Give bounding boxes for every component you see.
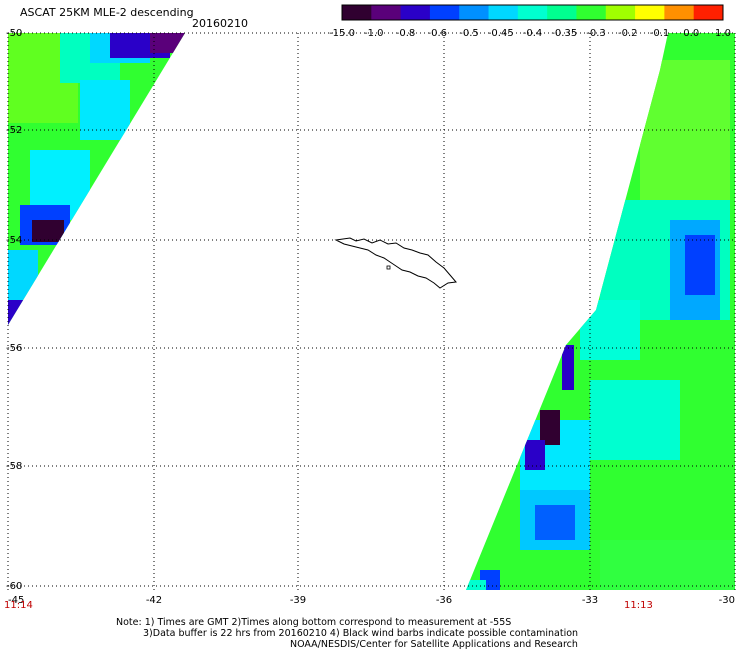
- latitude-labels: -50 -52 -54 -56 -58 -60: [6, 28, 22, 592]
- colorbar-frame: [341, 4, 724, 21]
- colorbar-swatch: [664, 5, 695, 20]
- lon-label: -30: [719, 595, 735, 606]
- colorbar-label: 0.0: [683, 28, 699, 39]
- colorbar-swatch: [547, 5, 577, 20]
- right-swath: [466, 33, 735, 590]
- colorbar-swatch: [459, 5, 490, 20]
- lat-label: -56: [6, 343, 22, 354]
- note-line-3: NOAA/NESDIS/Center for Satellite Applica…: [290, 639, 578, 650]
- colorbar-label: -0.6: [427, 28, 447, 39]
- islet: [386, 265, 391, 270]
- colorbar-swatch: [429, 5, 460, 20]
- colorbar-label: -0.8: [396, 28, 416, 39]
- colorbar-swatch: [342, 5, 372, 20]
- lon-label: -33: [582, 595, 598, 606]
- colorbar-label: -0.1: [650, 28, 670, 39]
- colorbar-swatch: [693, 5, 724, 20]
- lat-label: -60: [6, 581, 22, 592]
- colorbar-label: -0.2: [618, 28, 638, 39]
- map-title: ASCAT 25KM MLE-2 descending: [20, 6, 194, 19]
- note-line-2: 3)Data buffer is 22 hrs from 20160210 4)…: [143, 628, 579, 639]
- lon-label: -42: [146, 595, 162, 606]
- lat-label: -50: [6, 28, 22, 39]
- colorbar-swatch: [576, 5, 607, 20]
- lat-label: -58: [6, 461, 22, 472]
- longitude-labels: -45 -42 -39 -36 -33 -30: [8, 595, 735, 606]
- note-line-1: Note: 1) Times are GMT 2)Times along bot…: [116, 617, 512, 628]
- colorbar-swatch: [635, 5, 665, 20]
- lat-lon-grid: [7, 32, 736, 590]
- lon-label: -39: [290, 595, 306, 606]
- time-left: 11:14: [4, 600, 33, 611]
- colorbar-label: -15.0: [329, 28, 355, 39]
- colorbar-swatch: [517, 5, 548, 20]
- time-right: 11:13: [624, 600, 653, 611]
- colorbar-label: -1.0: [364, 28, 384, 39]
- colorbar-swatch: [400, 5, 431, 20]
- colorbar-label: 1.0: [715, 28, 731, 39]
- map-date: 20160210: [192, 17, 248, 30]
- colorbar-swatch: [605, 5, 636, 20]
- colorbar-swatch: [371, 5, 402, 20]
- island-coastline: [334, 237, 457, 289]
- lon-label: -36: [436, 595, 452, 606]
- left-swath: [8, 33, 185, 325]
- colorbar-swatch: [488, 5, 519, 20]
- lat-label: -52: [6, 125, 22, 136]
- lat-label: -54: [6, 235, 22, 246]
- lon-label: -45: [8, 595, 24, 606]
